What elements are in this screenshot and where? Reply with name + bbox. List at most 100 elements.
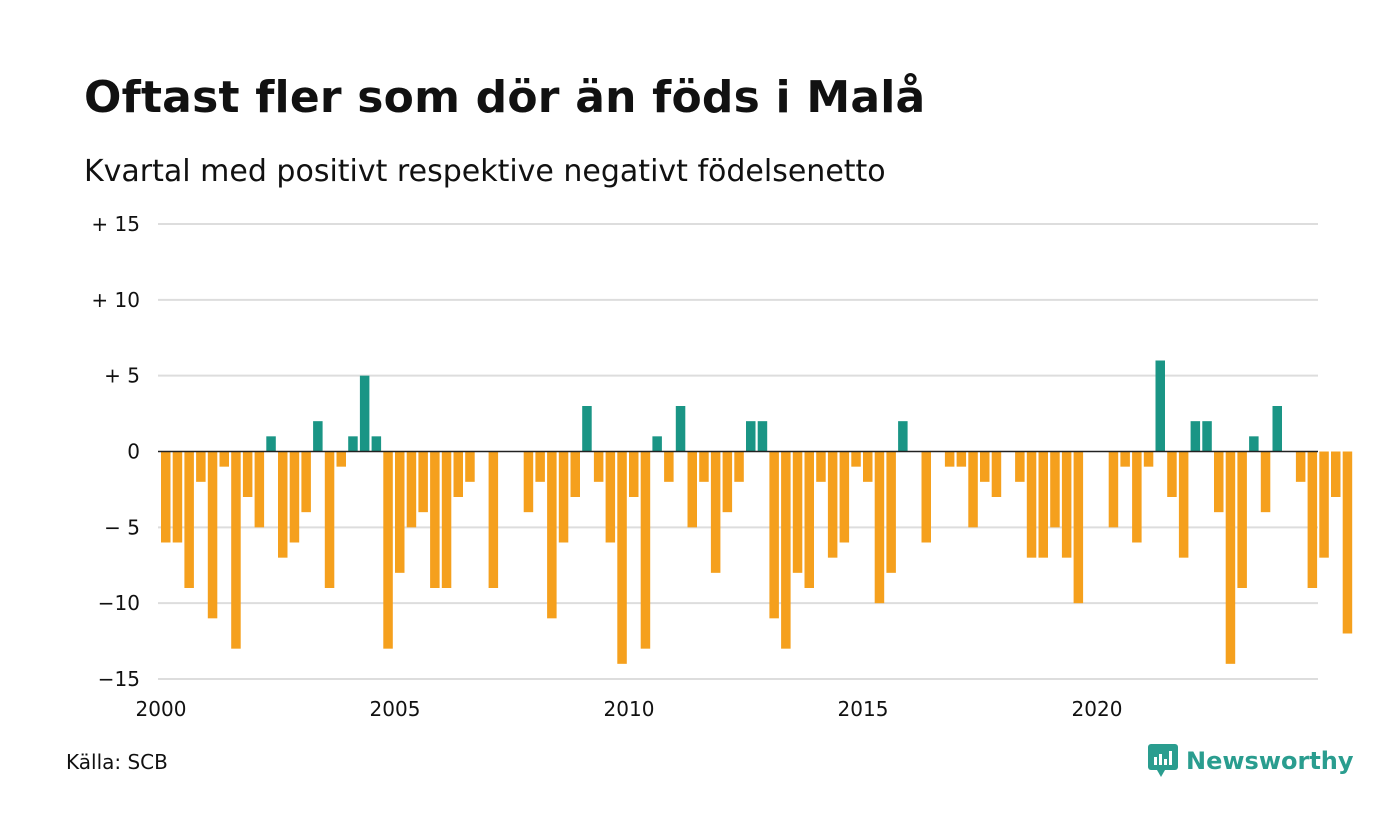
bar bbox=[886, 451, 896, 573]
chart-subtitle: Kvartal med positivt respektive negativt… bbox=[84, 154, 886, 189]
bar bbox=[851, 451, 861, 467]
bar bbox=[278, 451, 288, 558]
bar bbox=[944, 451, 955, 467]
bar bbox=[1038, 451, 1048, 558]
bar bbox=[289, 451, 300, 543]
y-tick-label: −15 bbox=[98, 667, 140, 691]
bar bbox=[582, 406, 592, 452]
bar bbox=[395, 451, 405, 573]
bar bbox=[1178, 451, 1189, 558]
bar bbox=[593, 451, 604, 482]
bar bbox=[757, 421, 768, 452]
bar bbox=[1249, 436, 1259, 452]
bar bbox=[710, 451, 721, 573]
y-tick-label: + 5 bbox=[104, 364, 140, 388]
bar bbox=[418, 451, 428, 513]
bar bbox=[348, 436, 358, 452]
bar bbox=[664, 451, 674, 482]
bar bbox=[184, 451, 194, 588]
bar bbox=[1260, 451, 1271, 513]
bar bbox=[1155, 360, 1165, 452]
bar bbox=[441, 451, 452, 588]
bar bbox=[781, 451, 791, 649]
bar bbox=[406, 451, 417, 528]
bar bbox=[231, 451, 241, 649]
bar bbox=[921, 451, 931, 543]
bar bbox=[1073, 451, 1084, 604]
chart-title: Oftast fler som dör än föds i Malå bbox=[84, 72, 926, 123]
bar bbox=[430, 451, 440, 588]
bar bbox=[675, 406, 686, 452]
bar bbox=[839, 451, 850, 543]
bar bbox=[1015, 451, 1025, 482]
bar bbox=[1026, 451, 1037, 558]
bar bbox=[734, 451, 744, 482]
bar bbox=[804, 451, 814, 588]
bar bbox=[699, 451, 709, 482]
bar bbox=[523, 451, 534, 513]
bar bbox=[1307, 451, 1318, 588]
bar bbox=[746, 421, 756, 452]
y-tick-label: 0 bbox=[127, 440, 140, 464]
bar bbox=[336, 451, 346, 467]
source-note: Källa: SCB bbox=[66, 750, 168, 774]
bar bbox=[172, 451, 183, 543]
bar bbox=[547, 451, 557, 619]
bar bbox=[687, 451, 697, 528]
bar bbox=[383, 451, 393, 649]
y-tick-label: + 15 bbox=[91, 212, 140, 236]
newsworthy-logo[interactable]: Newsworthy bbox=[1148, 744, 1354, 778]
bar bbox=[1295, 451, 1306, 482]
x-tick-label: 2010 bbox=[604, 697, 655, 721]
bar bbox=[196, 451, 206, 482]
bar bbox=[792, 451, 803, 573]
bar bbox=[266, 436, 276, 452]
bar bbox=[1202, 421, 1212, 452]
bar bbox=[722, 451, 733, 513]
bar bbox=[359, 375, 370, 452]
bar bbox=[1050, 451, 1060, 528]
bar bbox=[453, 451, 463, 497]
bar bbox=[827, 451, 838, 558]
bar bbox=[1225, 451, 1236, 664]
bar bbox=[968, 451, 978, 528]
bar bbox=[898, 421, 908, 452]
newsworthy-logo-icon bbox=[1148, 744, 1178, 777]
bar bbox=[1237, 451, 1247, 588]
bar bbox=[874, 451, 885, 604]
bar bbox=[161, 451, 171, 543]
bar bbox=[617, 451, 627, 664]
bar bbox=[1319, 451, 1329, 558]
bar bbox=[652, 436, 662, 452]
bar bbox=[1143, 451, 1154, 467]
logo-text: Newsworthy bbox=[1186, 747, 1354, 775]
bar bbox=[570, 451, 580, 497]
bar bbox=[769, 451, 779, 619]
bar bbox=[324, 451, 335, 588]
bar bbox=[980, 451, 990, 482]
bar bbox=[254, 451, 265, 528]
bar bbox=[1120, 451, 1130, 467]
bar bbox=[1061, 451, 1072, 558]
y-tick-label: + 10 bbox=[91, 288, 140, 312]
x-tick-label: 2015 bbox=[838, 697, 889, 721]
bar bbox=[558, 451, 569, 543]
bar bbox=[1190, 421, 1201, 452]
bar bbox=[991, 451, 1002, 497]
bar bbox=[640, 451, 651, 649]
bar bbox=[313, 421, 323, 452]
x-tick-label: 2005 bbox=[370, 697, 421, 721]
bar bbox=[219, 451, 229, 467]
bar bbox=[1214, 451, 1224, 513]
bar bbox=[629, 451, 639, 497]
bar bbox=[488, 451, 499, 588]
bar bbox=[1342, 451, 1353, 634]
bar bbox=[1167, 451, 1177, 497]
bar bbox=[605, 451, 616, 543]
x-tick-label: 2000 bbox=[136, 697, 187, 721]
y-tick-label: − 5 bbox=[104, 515, 140, 539]
bar bbox=[1272, 406, 1282, 452]
x-tick-label: 2020 bbox=[1072, 697, 1123, 721]
bar bbox=[535, 451, 545, 482]
